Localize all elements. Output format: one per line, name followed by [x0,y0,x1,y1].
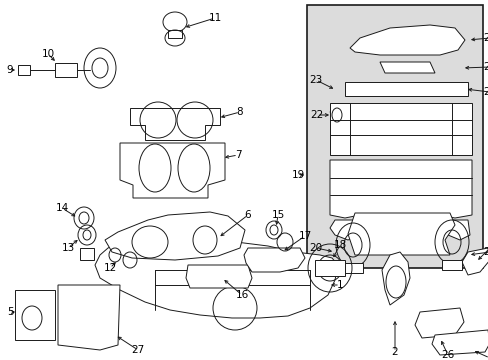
Bar [168,30,182,38]
Polygon shape [431,330,488,355]
Polygon shape [185,265,251,288]
Polygon shape [58,285,120,350]
Text: 9: 9 [7,65,13,75]
Text: 19: 19 [291,170,304,180]
Polygon shape [329,160,471,218]
Text: 3: 3 [486,353,488,360]
Text: 16: 16 [235,290,248,300]
Polygon shape [345,82,467,96]
Polygon shape [461,248,488,275]
Polygon shape [244,248,305,272]
Text: 18: 18 [333,240,346,250]
Polygon shape [105,212,244,260]
Text: 6: 6 [244,210,251,220]
Polygon shape [347,213,454,255]
Text: 2: 2 [391,347,398,357]
Text: 10: 10 [41,49,55,59]
Text: 5: 5 [7,307,13,317]
Text: 1: 1 [336,280,343,290]
Polygon shape [120,143,224,198]
Polygon shape [381,252,409,305]
Polygon shape [15,290,55,340]
Text: 8: 8 [236,107,243,117]
Text: 15: 15 [271,210,284,220]
Polygon shape [379,62,434,73]
Bar [314,260,345,276]
Bar [55,63,77,77]
Text: 13: 13 [61,243,75,253]
Text: 26: 26 [441,350,454,360]
Polygon shape [95,238,337,318]
Bar [342,263,362,273]
Text: 24: 24 [482,62,488,72]
Text: 7: 7 [234,150,241,160]
Text: 12: 12 [103,263,116,273]
Polygon shape [414,308,463,338]
Text: 4: 4 [486,243,488,253]
Text: 11: 11 [208,13,221,23]
Bar [80,248,94,260]
Bar [18,65,30,75]
Polygon shape [130,108,220,140]
Text: 17: 17 [298,231,311,241]
Text: 22: 22 [310,110,323,120]
Bar [306,5,482,268]
Bar [441,260,461,270]
Text: 27: 27 [131,345,144,355]
Polygon shape [349,25,464,55]
Text: 14: 14 [55,203,68,213]
Polygon shape [329,220,469,240]
Text: 25: 25 [482,87,488,97]
Text: 21: 21 [482,33,488,43]
Text: 20: 20 [483,247,488,257]
Polygon shape [329,103,471,155]
Text: 23: 23 [309,75,322,85]
Text: 20: 20 [309,243,322,253]
